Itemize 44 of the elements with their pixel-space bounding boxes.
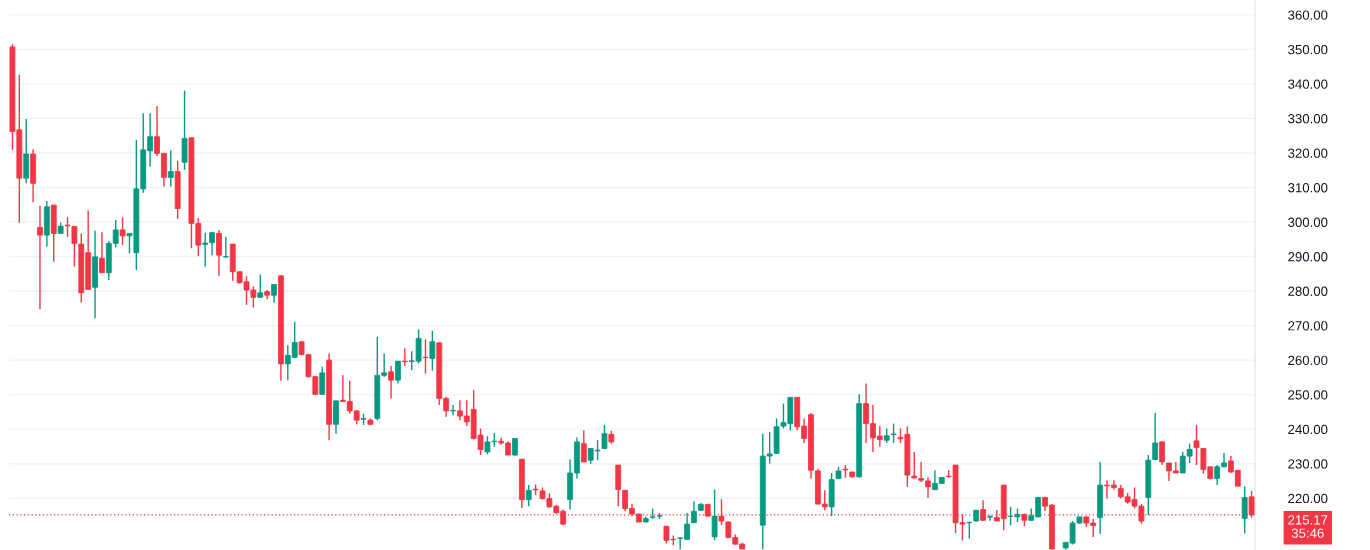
candlestick (257, 273, 264, 299)
candlestick (37, 205, 43, 311)
y-tick-label: 300.00 (1288, 217, 1328, 227)
candlestick (388, 365, 394, 400)
candlestick (422, 338, 429, 375)
y-tick-label: 330.00 (1288, 113, 1328, 124)
candlestick (216, 229, 222, 277)
y-tick-label: 320.00 (1288, 148, 1328, 158)
candlestick (429, 330, 436, 372)
candlestick (333, 400, 339, 435)
candlestick (1152, 412, 1159, 461)
candlestick (1248, 490, 1255, 519)
candlestick (1241, 485, 1248, 535)
y-tick-label: 350.00 (1288, 44, 1328, 55)
candlestick (119, 216, 126, 246)
y-tick-label: 340.00 (1288, 79, 1328, 89)
candlestick (711, 488, 718, 542)
y-tick-label: 230.00 (1288, 459, 1328, 469)
candlestick (1193, 424, 1200, 466)
candlestick (525, 484, 532, 507)
candlestick (319, 365, 326, 396)
y-tick-label: 360.00 (1288, 10, 1328, 20)
candlestick (181, 89, 188, 171)
candlestick (890, 422, 897, 444)
y-tick-label: 290.00 (1288, 252, 1328, 262)
ref-line-label: 215.17 (1288, 515, 1328, 525)
candlestick (401, 347, 408, 367)
candlestick (601, 424, 608, 450)
candlestick (580, 429, 587, 463)
y-tick-label: 310.00 (1288, 183, 1328, 193)
y-tick-label: 270.00 (1288, 321, 1328, 331)
candlestick (271, 283, 277, 304)
candlestick (450, 404, 456, 417)
y-tick-label: 280.00 (1288, 286, 1328, 296)
candlestick (987, 514, 993, 522)
candlestick (64, 216, 71, 238)
y-tick-label: 240.00 (1288, 424, 1328, 435)
y-tick-label: 220.00 (1288, 493, 1328, 504)
y-tick-label: 250.00 (1288, 390, 1328, 400)
y-tick-label: 260.00 (1288, 355, 1328, 366)
text: 35:46 (1291, 528, 1324, 538)
candlestick (167, 149, 174, 188)
candlestick (99, 231, 105, 274)
candlestick (395, 360, 401, 385)
